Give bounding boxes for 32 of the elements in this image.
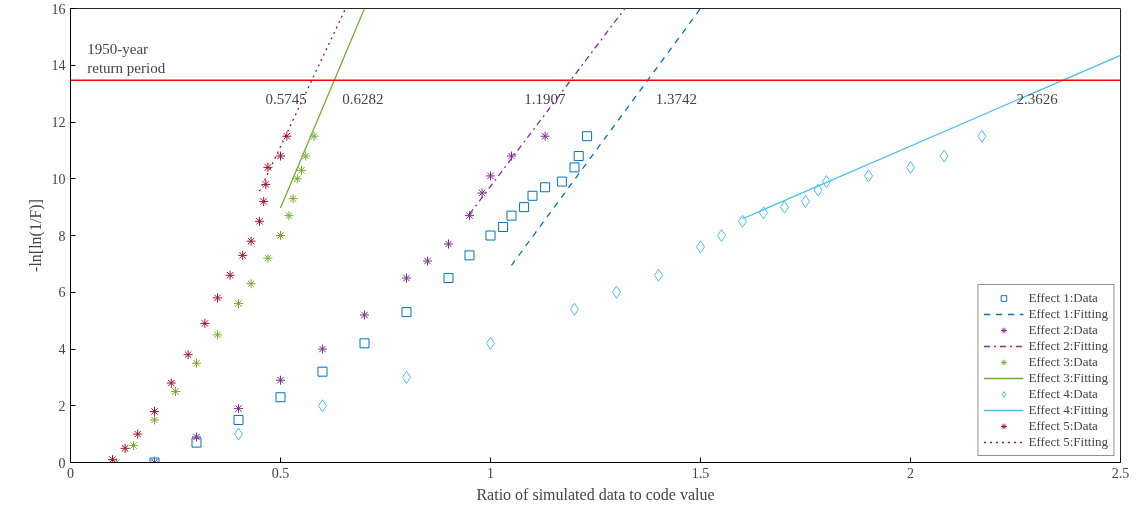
legend-label: Effect 1:Fitting [1028,306,1108,322]
legend-label: Effect 2:Fitting [1028,338,1108,354]
y-tick-label: 6 [58,285,66,301]
annotation: 0.5745 [265,91,307,108]
legend-label: Effect 5:Data [1028,418,1098,434]
x-axis-title: Ratio of simulated data to code value [476,485,715,503]
x-tick-label: 2 [907,465,914,481]
annotation: 0.6282 [342,91,384,108]
y-tick-label: 12 [51,115,66,130]
x-tick-label: 1.5 [691,465,710,481]
legend-label: Effect 3:Fitting [1028,370,1108,386]
annotation: 1.1907 [524,91,567,108]
y-tick-label: 0 [58,455,66,471]
legend-label: Effect 4:Data [1028,386,1098,402]
legend-label: Effect 1:Data [1028,290,1098,306]
y-tick-label: 10 [51,171,66,187]
y-tick-label: 8 [58,228,66,244]
y-tick-label: 14 [51,58,66,74]
x-tick-label: 0.5 [271,465,290,481]
y-tick-label: 4 [58,342,66,357]
y-tick-label: 16 [51,1,66,17]
legend-label: Effect 2:Data [1028,322,1098,338]
annotation: 1.3742 [655,91,697,108]
legend-label: Effect 4:Fitting [1028,402,1108,418]
y-axis-title: -ln[ln(1/F)] [26,199,45,272]
ref-line-label: 1950-year return period [87,41,166,77]
x-tick-label: 1 [487,465,494,481]
annotation: 2.3626 [1016,91,1059,108]
x-tick-label: 2.5 [1111,465,1130,481]
legend-label: Effect 5:Fitting [1028,434,1108,450]
legend-label: Effect 3:Data [1028,354,1098,370]
y-tick-label: 2 [58,398,66,414]
